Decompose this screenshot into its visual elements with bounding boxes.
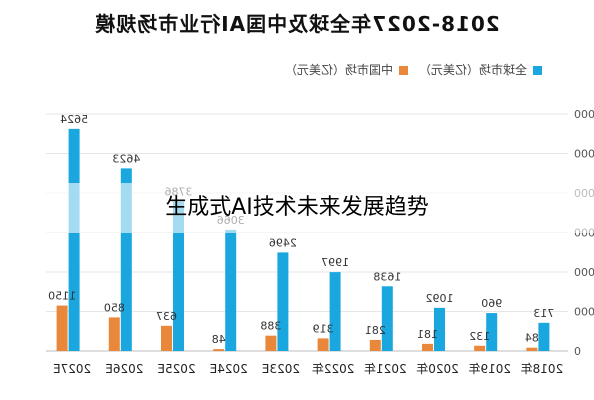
data-label-china: 850 [104, 301, 125, 314]
data-label-global: 1638 [373, 270, 401, 283]
data-label-global: 2496 [269, 236, 297, 249]
bar-global [68, 128, 80, 351]
y-tick-label: 0 [574, 345, 581, 358]
x-tick-label: 2022年 [312, 362, 355, 376]
bar-china [265, 335, 277, 351]
x-tick-label: 2026E [105, 362, 143, 376]
bar-china [161, 325, 172, 351]
bar-china [213, 349, 225, 351]
x-tick-label: 2024E [210, 362, 248, 376]
y-tick-label: 6000 [574, 108, 594, 121]
data-label-china: 319 [313, 322, 334, 335]
y-tick-label: 1000 [574, 306, 594, 319]
bar-china [56, 305, 68, 351]
data-label-china: 48 [212, 333, 226, 346]
data-label-global: 5624 [60, 113, 88, 126]
bar-global [381, 286, 393, 351]
x-tick-label: 2021年 [364, 362, 407, 376]
data-label-china: 637 [156, 310, 177, 323]
x-tick-label: 2020年 [416, 362, 459, 376]
x-tick-label: 2023E [262, 362, 300, 376]
bar-global [486, 313, 498, 351]
bar-china [317, 338, 329, 351]
x-tick-label: 2027E [53, 362, 91, 376]
bar-china [369, 339, 381, 351]
overlay-caption: 生成式AI技术未来发展趋势 [0, 183, 594, 233]
data-label-china: 181 [417, 328, 438, 341]
data-label-china: 132 [469, 330, 490, 343]
bar-global [225, 229, 237, 351]
data-label-china: 281 [365, 324, 386, 337]
y-tick-label: 2000 [574, 266, 594, 279]
data-label-china: 388 [260, 320, 281, 333]
bar-global [120, 168, 132, 351]
bar-china [526, 347, 538, 351]
data-label-global: 960 [481, 297, 502, 310]
bar-global [329, 272, 341, 351]
bar-china [422, 343, 433, 351]
y-tick-label: 5000 [574, 148, 594, 161]
data-label-global: 713 [533, 307, 554, 320]
data-label-global: 4623 [112, 152, 140, 165]
bar-global [434, 307, 445, 351]
data-label-china: 84 [525, 332, 539, 345]
data-label-china: 1150 [48, 290, 76, 303]
bar-global [538, 322, 550, 351]
bar-global [173, 201, 184, 351]
bar-china [474, 345, 486, 351]
x-tick-label: 2019年 [468, 362, 511, 376]
bar-china [108, 317, 120, 351]
x-tick-label: 2018年 [521, 362, 564, 376]
data-label-global: 1092 [426, 292, 454, 305]
x-tick-label: 2025E [157, 362, 195, 376]
data-label-global: 1997 [321, 256, 349, 269]
bar-global [277, 252, 289, 351]
